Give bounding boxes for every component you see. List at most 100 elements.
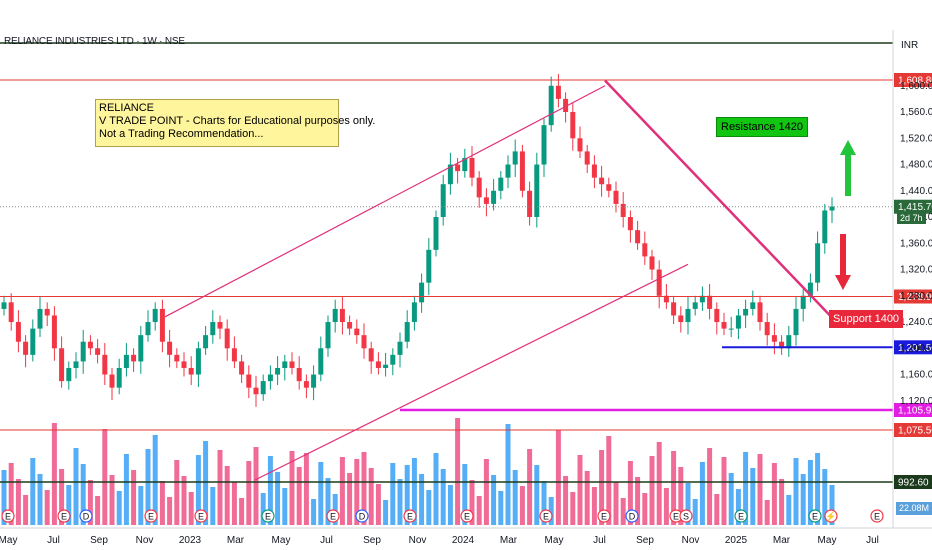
volume-bar [260, 493, 266, 525]
candle-body [195, 348, 201, 375]
event-marker-label: E [265, 512, 271, 522]
event-marker: E [539, 509, 553, 523]
volume-bar [548, 497, 554, 525]
candle-body [167, 341, 173, 355]
event-marker-label: E [330, 512, 336, 522]
volume-bar [779, 479, 785, 525]
volume-bar [87, 480, 93, 525]
candle-body [131, 354, 137, 362]
volume-bar [109, 475, 115, 525]
candle-body [793, 308, 799, 336]
price-tag [894, 423, 932, 437]
downtrend-line [604, 79, 831, 317]
candle-body [678, 315, 684, 323]
candle-body [563, 98, 569, 113]
volume-bar [116, 491, 122, 525]
time-tick-label: Jul [47, 535, 60, 546]
candle-body [80, 341, 86, 362]
volume-bar [80, 464, 86, 525]
event-marker-circle [539, 509, 553, 523]
event-marker: D [625, 509, 639, 523]
time-tick-label: Nov [136, 535, 154, 546]
candle-body [764, 322, 770, 336]
volume-bar [707, 448, 713, 525]
time-tick-label: May [0, 535, 17, 546]
event-markers: E E D E E E E D E E E E D E S E E ⚡ E [1, 509, 884, 523]
volume-bar [750, 468, 756, 525]
candle-body [59, 348, 65, 382]
candle-body [66, 367, 72, 382]
volume-bar [267, 456, 273, 525]
volume-bar [44, 490, 50, 525]
candle-body [210, 322, 216, 336]
candle-body [750, 302, 756, 309]
volume-bar [440, 469, 446, 525]
candle-body [671, 302, 677, 316]
time-tick-label: Jul [593, 535, 606, 546]
event-marker-label: D [83, 512, 90, 522]
volume-bar [145, 449, 151, 525]
volume-bar [383, 500, 389, 525]
time-tick-label: Nov [409, 535, 427, 546]
candle-body [102, 354, 108, 375]
event-marker-label: D [629, 512, 636, 522]
candle-body [354, 328, 360, 336]
candle-body [548, 85, 554, 126]
volume-bar [613, 482, 619, 525]
volume-bar [390, 463, 396, 525]
volume-bar [527, 449, 533, 525]
candle-body [800, 295, 806, 309]
volume-bar [735, 489, 741, 525]
candle-body [73, 361, 79, 368]
currency-label[interactable]: INR [901, 40, 919, 51]
candle-body [109, 374, 115, 388]
event-marker-circle [734, 509, 748, 523]
event-marker-label: S [683, 512, 689, 522]
candle-body [440, 184, 446, 218]
candle-body [347, 322, 353, 329]
candle-body [735, 315, 741, 329]
volume-bar [95, 496, 101, 525]
candle-body [584, 151, 590, 165]
volume-bar [483, 459, 489, 525]
event-marker-label: E [874, 512, 880, 522]
event-marker-circle [824, 509, 838, 523]
candle-body [404, 322, 410, 342]
event-marker-label: E [673, 512, 679, 522]
signal-arrows [835, 140, 856, 290]
candle-body [447, 164, 453, 185]
volume-bar [195, 455, 201, 525]
volume-bar [469, 480, 475, 525]
volume-bar [30, 458, 36, 525]
volume-bar [606, 436, 612, 525]
event-marker: S [679, 509, 693, 523]
volume-bar [570, 492, 576, 525]
note-line-2: V TRADE POINT - Charts for Educational p… [99, 115, 376, 127]
note-box: RELIANCE V TRADE POINT - Charts for Educ… [95, 99, 376, 147]
candle-body [613, 190, 619, 204]
candle-body [685, 308, 691, 323]
price-tag [894, 289, 932, 304]
candle-body [383, 364, 389, 368]
candle-body [23, 341, 29, 355]
volume-bar [678, 467, 684, 525]
event-marker: E [144, 509, 158, 523]
volume-bar [51, 423, 57, 525]
candle-body [275, 367, 281, 375]
candle-body [217, 322, 223, 329]
volume-bar [491, 475, 497, 525]
price-tag-text: 1,608.80 [898, 76, 932, 87]
event-marker-label: E [198, 512, 204, 522]
candle-body [289, 361, 295, 368]
candle-body [570, 112, 576, 139]
volume-bar [181, 476, 187, 525]
volume-bar [642, 493, 648, 525]
candle-body [203, 335, 209, 349]
volume-bar [649, 456, 655, 525]
volume-bar [159, 481, 165, 525]
event-marker: E [870, 509, 884, 523]
time-tick-label: Jul [320, 535, 333, 546]
candle-body [642, 243, 648, 257]
volume-bar [743, 452, 749, 525]
